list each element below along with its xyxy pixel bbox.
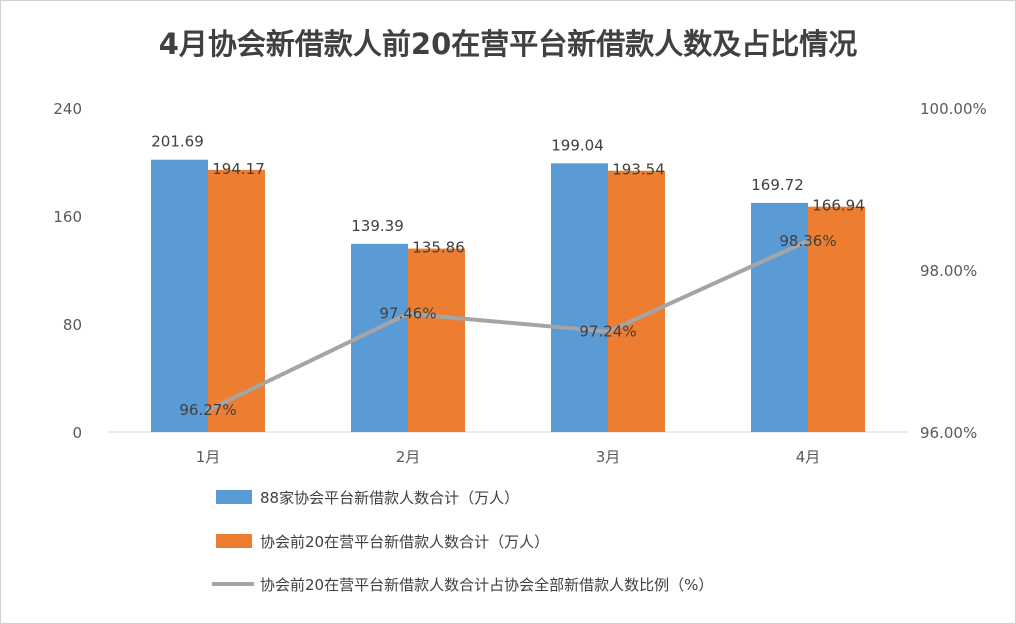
bar-series-2 [608,170,665,432]
ratio-point [206,408,210,413]
line-data-label: 98.36% [779,232,836,250]
bar-data-label: 135.86 [412,239,465,257]
y-left-tick: 80 [63,316,82,334]
x-category-label: 3月 [596,448,621,466]
ratio-point [606,329,610,334]
bar-data-label: 199.04 [551,136,604,154]
legend: 88家协会平台新借款人数合计（万人） 协会前20在营平台新借款人数合计（万人） 协会… [212,489,713,594]
legend-label: 协会前20在营平台新借款人数合计占协会全部新借款人数比例（%） [260,576,713,594]
bar-data-label: 201.69 [151,133,204,151]
bars [151,159,865,433]
bar-series-1 [151,159,208,432]
y-right-tick: 98.00% [920,262,977,280]
legend-label: 88家协会平台新借款人数合计（万人） [260,489,519,507]
axes: 0 80 160 240 96.00% 98.00% 100.00% 1月 2月 3月 4月 [53,100,986,466]
bar-data-label: 193.54 [612,161,665,179]
ratio-point [406,311,410,316]
bar-series-2 [808,206,865,432]
line-data-label: 96.27% [179,401,236,419]
legend-swatch-bar [216,534,252,548]
x-category-label: 1月 [196,448,221,466]
bar-series-2 [408,248,465,432]
x-category-label: 2月 [396,448,421,466]
bar-series-2 [208,169,265,433]
x-category-label: 4月 [796,448,821,466]
y-left-tick: 160 [53,208,82,226]
bar-data-label: 166.94 [812,197,865,215]
bar-series-1 [551,163,608,432]
line-data-label: 97.24% [579,323,636,341]
chart-title: 4月协会新借款人前20在营平台新借款人数及占比情况 [159,27,858,61]
y-left-tick: 0 [72,424,82,442]
bar-data-label: 194.17 [212,160,265,178]
data-labels: 201.69 139.39 199.04 169.72 194.17 135.86 193.… [151,133,865,419]
bar-data-label: 139.39 [351,217,404,235]
y-left-tick: 240 [53,100,82,118]
bar-data-label: 169.72 [751,176,804,194]
ratio-line [206,238,810,413]
ratio-line-path [206,238,810,413]
line-data-label: 97.46% [379,305,436,323]
bar-series-1 [751,202,808,432]
legend-label: 协会前20在营平台新借款人数合计（万人） [260,533,549,551]
legend-swatch-bar [216,490,252,504]
ratio-point [806,238,810,243]
y-right-tick: 96.00% [920,424,977,442]
y-right-tick: 100.00% [920,100,987,118]
